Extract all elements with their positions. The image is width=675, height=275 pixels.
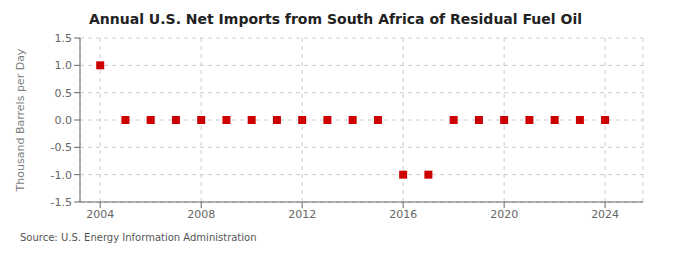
- svg-text:1.5: 1.5: [55, 32, 73, 45]
- svg-text:-1.0: -1.0: [51, 169, 72, 182]
- svg-text:0.0: 0.0: [55, 114, 73, 127]
- svg-text:Thousand Barrels per Day: Thousand Barrels per Day: [14, 48, 27, 192]
- svg-text:1.0: 1.0: [55, 59, 73, 72]
- svg-text:2012: 2012: [288, 208, 316, 221]
- svg-text:-1.5: -1.5: [51, 196, 72, 209]
- svg-text:2004: 2004: [86, 208, 114, 221]
- html-text:Annual U.S. Net Imports from S: Annual U.S. Net Imports from South Afric…: [89, 11, 582, 27]
- svg-text:2008: 2008: [187, 208, 215, 221]
- svg-text:0.5: 0.5: [55, 87, 73, 100]
- svg-text:2024: 2024: [591, 208, 619, 221]
- html-text:Source: U.S. Energy Informatio: Source: U.S. Energy Information Administ…: [20, 232, 257, 243]
- svg-text:2016: 2016: [389, 208, 417, 221]
- svg-text:-0.5: -0.5: [51, 141, 72, 154]
- svg-text:2020: 2020: [490, 208, 518, 221]
